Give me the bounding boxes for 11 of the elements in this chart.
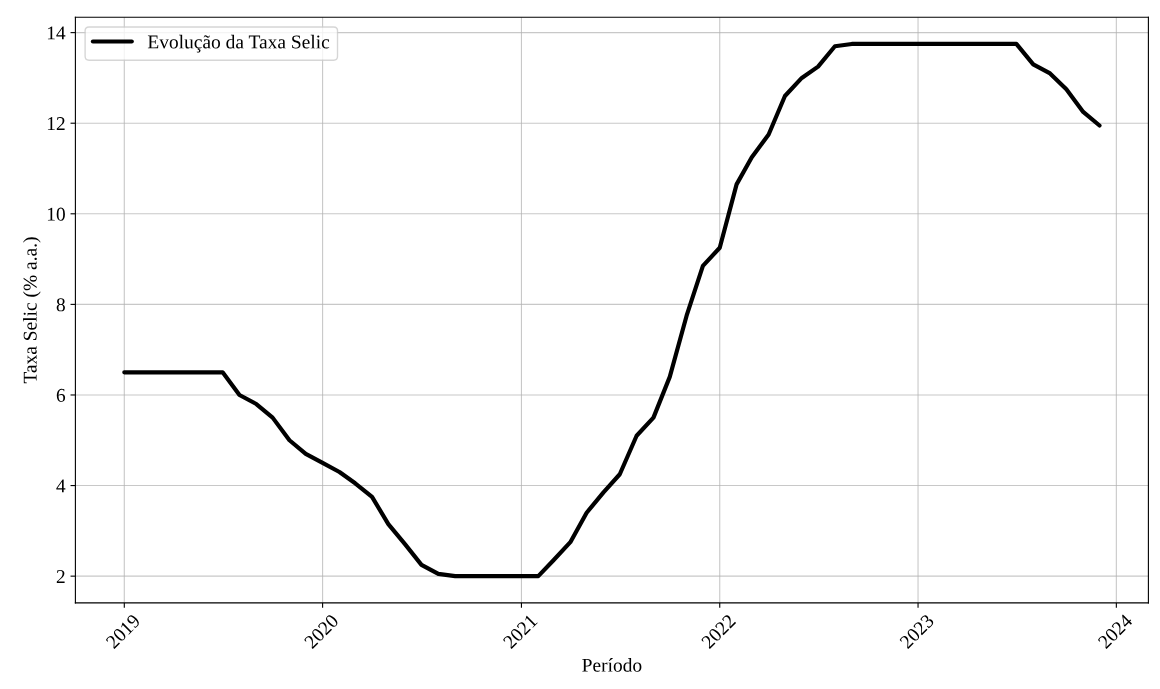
x-tick-label: 2021: [502, 613, 538, 650]
y-tick-label: 6: [56, 388, 66, 402]
y-tick-label: 4: [56, 479, 66, 493]
y-axis-title: Taxa Selic (% a.a.): [23, 237, 41, 384]
y-tick-label: 14: [47, 26, 66, 40]
legend-label: Evolução da Taxa Selic: [147, 34, 330, 53]
y-tick-label: 10: [47, 207, 65, 221]
y-tick-label: 8: [56, 298, 65, 312]
y-tick-label: 12: [47, 117, 65, 130]
y-tick-label: 2: [56, 570, 65, 583]
x-axis-title: Período: [582, 658, 642, 672]
